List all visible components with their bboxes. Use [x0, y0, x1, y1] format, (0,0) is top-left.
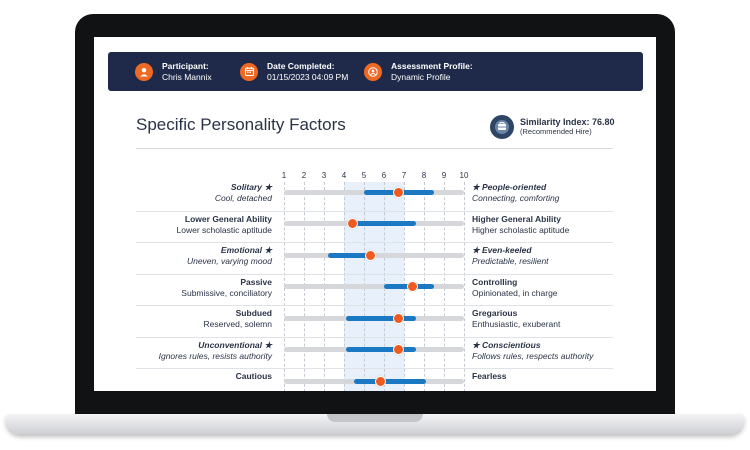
factor-left-name: Subdued: [235, 308, 272, 318]
factor-range-bar: [354, 378, 426, 384]
factor-right-description: Higher scholastic aptitude: [472, 224, 570, 235]
factor-right-name: Controlling: [472, 276, 518, 287]
calendar-icon: [240, 62, 258, 81]
page-title: Specific Personality Factors: [136, 115, 346, 134]
factor-right-description: Opinionated, in charge: [472, 287, 558, 298]
factor-score-marker: [364, 249, 376, 261]
scale-tick-label: 5: [361, 171, 367, 180]
factor-right-description: Follows rules, respects authority: [472, 350, 594, 361]
factor-right-name: ★ People-oriented: [472, 182, 547, 192]
report-header: Participant: Chris Mannix Date Completed…: [108, 52, 643, 91]
factor-range-bar: [352, 221, 416, 226]
factor-score-marker: [346, 218, 358, 229]
date-info: Date Completed: 01/15/2023 04:09 PM: [240, 52, 348, 91]
row-separator: [136, 210, 613, 212]
date-label: Date Completed:: [267, 60, 335, 71]
factor-track: [284, 284, 464, 289]
factor-left-name: Unconventional ★: [198, 339, 272, 350]
scale-tick-label: 9: [441, 171, 447, 180]
scale-tick-label: 7: [401, 171, 407, 180]
factor-right-description: Enthusiastic, exuberant: [472, 319, 561, 329]
factor-left-name: Cautious: [235, 371, 272, 381]
profile-badge-icon: [364, 62, 382, 81]
factor-left-label: Unconventional ★ Ignores rules, resists a…: [134, 340, 272, 362]
scale-tick-label: 8: [421, 171, 427, 180]
factor-left-label: Cautious: [134, 371, 272, 382]
factor-right-name: Fearless: [472, 371, 507, 381]
factor-right-name: Gregarious: [472, 308, 518, 318]
scale-tick-label: 4: [341, 171, 347, 180]
factor-left-description: Uneven, varying mood: [186, 256, 272, 266]
factor-range-bar: [346, 315, 416, 321]
factor-score-marker: [392, 186, 404, 198]
profile-label: Assessment Profile:: [391, 60, 473, 71]
factor-left-label: Emotional ★ Uneven, varying mood: [134, 245, 272, 267]
row-separator: [136, 242, 613, 243]
factor-score-marker: [392, 344, 404, 355]
profile-info: Assessment Profile: Dynamic Profile: [364, 52, 473, 91]
factor-right-label: ★ Conscientious Follows rules, respects a…: [472, 340, 632, 362]
factor-right-label: Gregarious Enthusiastic, exuberant: [472, 308, 632, 330]
participant-label: Participant:: [162, 60, 209, 71]
person-icon: [135, 62, 153, 81]
factor-right-description: Connecting, comforting: [472, 193, 560, 203]
factor-left-label: Lower General Ability Lower scholastic ap…: [134, 214, 272, 236]
similarity-recommendation: (Recommended Hire): [520, 127, 592, 136]
similarity-score: Similarity Index: 76.80: [520, 117, 615, 127]
factor-left-description: Ignores rules, resists authority: [158, 350, 272, 361]
factor-left-description: Lower scholastic aptitude: [176, 224, 272, 235]
factor-range-bar: [328, 252, 376, 258]
laptop-chin: [75, 390, 675, 416]
row-separator: [136, 368, 613, 369]
factor-left-description: Reserved, solemn: [203, 319, 272, 329]
row-separator: [136, 336, 613, 338]
similarity-index: Similarity Index: 76.80 (Recommended Hir…: [490, 115, 615, 139]
factor-left-name: Passive: [240, 276, 272, 287]
laptop-base: [6, 414, 744, 434]
scale-tick-label: 10: [459, 171, 469, 180]
factor-left-name: Solitary ★: [230, 182, 272, 192]
scale-tick-label: 1: [281, 171, 287, 180]
factor-score-marker: [406, 281, 418, 292]
factor-score-marker: [374, 375, 386, 387]
row-separator: [136, 305, 613, 306]
factor-left-description: Submissive, conciliatory: [181, 287, 272, 298]
participant-name: Chris Mannix: [162, 71, 212, 82]
factor-right-name: ★ Conscientious: [472, 339, 541, 350]
row-separator: [136, 273, 613, 275]
hire-icon: [490, 115, 514, 139]
factor-right-label: Controlling Opinionated, in charge: [472, 277, 632, 299]
factor-right-name: ★ Even-keeled: [472, 245, 532, 255]
factor-left-description: Cool, detached: [214, 193, 272, 203]
screen: Participant: Chris Mannix Date Completed…: [94, 37, 656, 391]
scale-tick-label: 2: [301, 171, 307, 180]
factor-left-label: Subdued Reserved, solemn: [134, 308, 272, 330]
factor-left-name: Lower General Ability: [184, 213, 272, 224]
profile-value: Dynamic Profile: [391, 71, 451, 82]
factor-score-marker: [392, 312, 404, 324]
factor-right-label: ★ People-oriented Connecting, comforting: [472, 182, 632, 204]
scale-tick-label: 3: [321, 171, 327, 180]
date-value: 01/15/2023 04:09 PM: [267, 71, 349, 82]
factor-left-label: Solitary ★ Cool, detached: [134, 182, 272, 204]
scale-gridline: [464, 182, 465, 391]
factor-right-label: ★ Even-keeled Predictable, resilient: [472, 245, 632, 267]
factor-right-label: Fearless: [472, 371, 632, 382]
factor-left-name: Emotional ★: [220, 245, 272, 255]
participant-info: Participant: Chris Mannix: [135, 52, 212, 91]
factor-range-bar: [346, 347, 416, 352]
factor-right-description: Predictable, resilient: [472, 256, 549, 266]
laptop-notch: [327, 414, 423, 422]
title-divider: [136, 148, 613, 149]
scale-tick-label: 6: [381, 171, 387, 180]
factor-right-label: Higher General Ability Higher scholastic …: [472, 214, 632, 236]
factor-right-name: Higher General Ability: [472, 213, 561, 224]
factor-left-label: Passive Submissive, conciliatory: [134, 277, 272, 299]
